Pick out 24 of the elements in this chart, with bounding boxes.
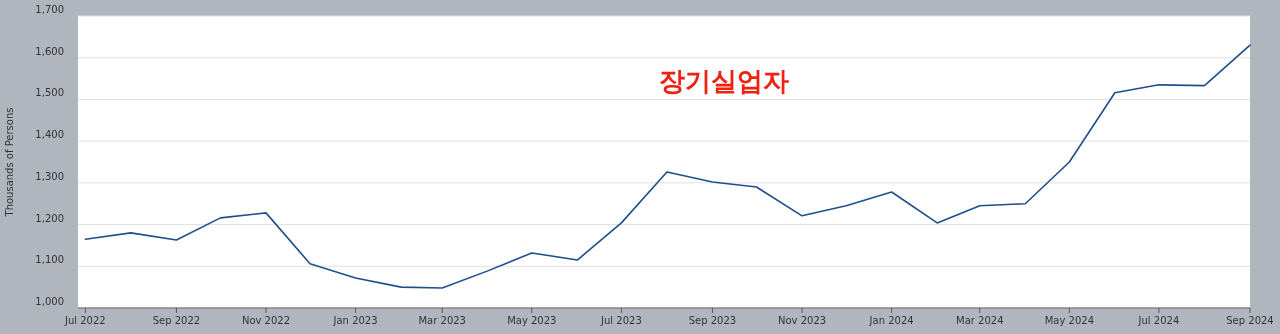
y-axis-title: Thousands of Persons (4, 107, 15, 218)
annotation: 장기실업자 (659, 66, 789, 96)
x-tick-label: May 2024 (1044, 315, 1095, 326)
x-tick-label: Jul 2023 (600, 315, 642, 326)
x-tick-label: Sep 2022 (152, 315, 201, 326)
x-tick-label: Jan 2024 (868, 315, 914, 326)
x-tick-label: Jan 2023 (332, 315, 378, 326)
x-tick-label: May 2023 (507, 315, 557, 326)
x-tick-label: Nov 2022 (241, 315, 291, 326)
x-tick-label: Mar 2023 (418, 315, 466, 326)
y-tick-label: 1,700 (35, 4, 64, 15)
x-tick-label: Nov 2023 (777, 315, 827, 326)
y-tick-label: 1,200 (35, 212, 64, 224)
y-tick-label: 1,300 (35, 170, 64, 182)
x-tick-label: Jul 2022 (63, 315, 106, 326)
x-tick-label: Sep 2023 (688, 315, 737, 326)
x-tick-label: Sep 2024 (1226, 315, 1274, 326)
y-tick-label: 1,500 (35, 87, 64, 99)
y-tick-label: 1,600 (35, 45, 64, 57)
y-tick-label: 1,100 (35, 254, 64, 266)
y-tick-label: 1,400 (35, 129, 64, 141)
x-tick-label: Mar 2024 (956, 315, 1004, 326)
x-tick-label: Jul 2024 (1137, 315, 1180, 326)
y-tick-label: 1,000 (35, 296, 64, 307)
